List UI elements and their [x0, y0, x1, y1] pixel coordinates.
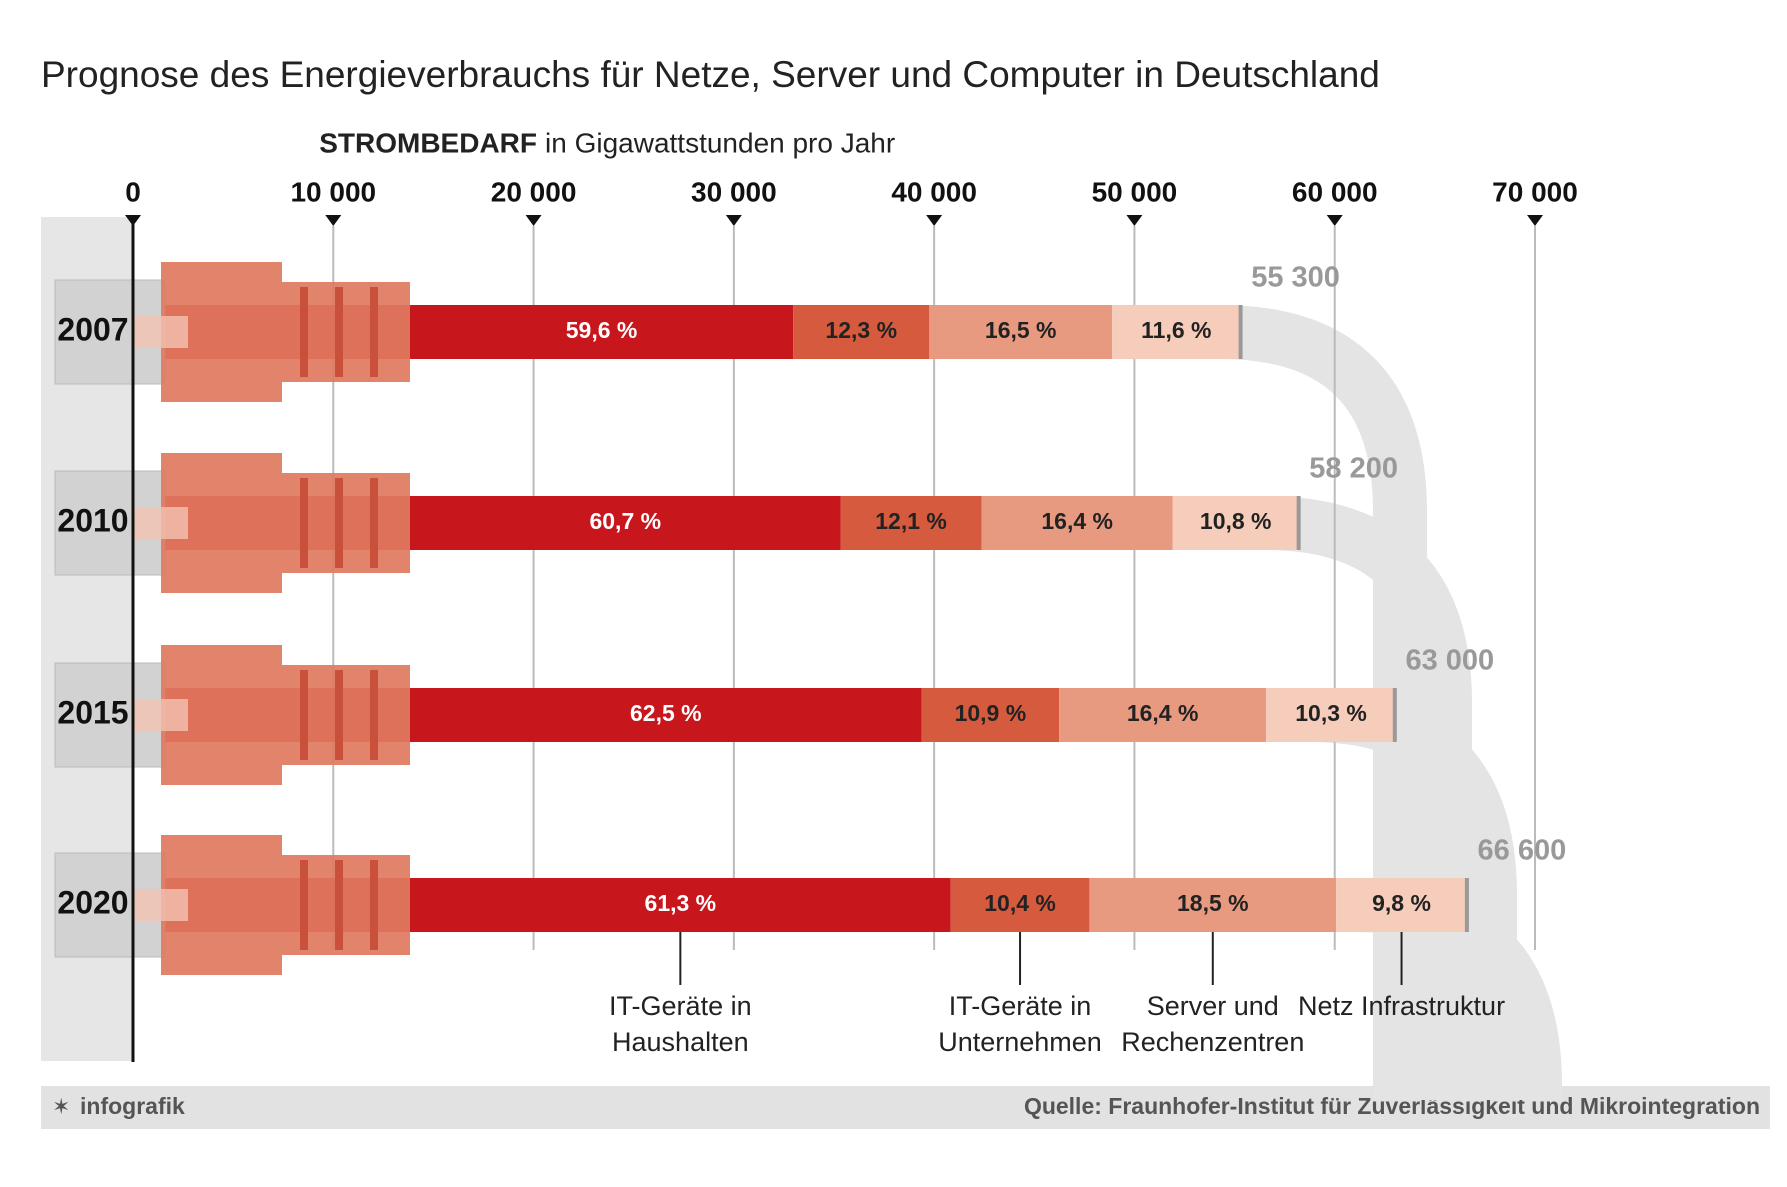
brand-icon: ✶ [52, 1094, 70, 1119]
bar-end [1392, 688, 1397, 742]
value-label: 61,3 % [645, 890, 717, 916]
year-label: 2010 [57, 502, 128, 538]
bar-segment [1089, 878, 1337, 932]
value-label: 16,4 % [1127, 700, 1199, 726]
plug-rib [335, 478, 343, 568]
value-label: 18,5 % [1177, 890, 1249, 916]
tick-mark [525, 215, 542, 226]
total-label: 63 000 [1405, 645, 1494, 677]
legend-label: Server und Rechenzentren [1121, 991, 1305, 1057]
bar-segment [1336, 878, 1467, 932]
x-tick-label: 70 000 [1492, 176, 1578, 207]
bar-segment [950, 878, 1090, 932]
value-label: 10,8 % [1200, 508, 1272, 534]
total-label: 66 600 [1478, 835, 1567, 867]
bar-end [1296, 496, 1301, 550]
chart-title: Prognose des Energieverbrauchs für Netze… [41, 54, 1380, 95]
total-label: 58 200 [1309, 453, 1398, 485]
x-tick-label: 40 000 [891, 176, 977, 207]
value-label: 9,8 % [1372, 890, 1431, 916]
value-label: 12,1 % [875, 508, 947, 534]
tick-mark [325, 215, 342, 226]
bar-segment [921, 688, 1060, 742]
brand: infografik [80, 1093, 185, 1119]
year-label: 2020 [57, 884, 128, 920]
plug-rib [300, 860, 308, 950]
plug-rib [300, 478, 308, 568]
plug-rib [370, 287, 378, 377]
year-label: 2015 [57, 694, 128, 730]
plug-rib [335, 287, 343, 377]
labels-layer: 0 10 000 20 000 30 000 40 000 50 000 60 000 70 … [57, 176, 1578, 1062]
plug-rib [335, 670, 343, 760]
axis-label: in Gigawattstunden pro Jahr [545, 127, 895, 158]
value-label: 10,4 % [984, 890, 1056, 916]
plug-rib [300, 670, 308, 760]
cable [1219, 305, 1427, 1100]
x-tick-label: 10 000 [290, 176, 376, 207]
total-label: 55 300 [1251, 262, 1340, 294]
value-label: 10,9 % [955, 700, 1027, 726]
x-tick-label: 30 000 [691, 176, 777, 207]
bar-segment [1266, 688, 1397, 742]
x-tick-label: 60 000 [1292, 176, 1378, 207]
value-label: 16,4 % [1041, 508, 1113, 534]
legend-label: Netz Infrastruktur [1298, 991, 1506, 1021]
value-label: 60,7 % [589, 508, 661, 534]
plug-rib [370, 670, 378, 760]
plugs-layer [54, 262, 410, 975]
value-label: 59,6 % [566, 317, 638, 343]
bar-segment [1172, 496, 1299, 550]
value-label: 12,3 % [825, 317, 897, 343]
tick-mark [926, 215, 943, 226]
x-tick-label: 20 000 [491, 176, 577, 207]
x-tick-label: 0 [125, 176, 141, 207]
value-label: 62,5 % [630, 700, 702, 726]
plug-inner [133, 316, 188, 348]
bar-segment [840, 496, 982, 550]
value-label: 11,6 % [1141, 317, 1211, 343]
value-label: 10,3 % [1295, 700, 1367, 726]
plug-rib [335, 860, 343, 950]
plug-inner [133, 507, 188, 539]
bar-end [1238, 305, 1243, 359]
value-label: 16,5 % [985, 317, 1057, 343]
tick-mark [725, 215, 742, 226]
bar-end [1464, 878, 1469, 932]
plug-inner [133, 889, 188, 921]
x-tick-label: 50 000 [1092, 176, 1178, 207]
bar-segment [1112, 305, 1241, 359]
tick-mark [1326, 215, 1343, 226]
legend-label: IT-Geräte in Unternehmen [938, 991, 1102, 1057]
axis-label-bold: STROMBEDARF [319, 127, 537, 158]
year-label: 2007 [57, 311, 128, 347]
plug-rib [370, 478, 378, 568]
plug-rib [370, 860, 378, 950]
plug-rib [300, 287, 308, 377]
bar-segment [793, 305, 930, 359]
legend-label: IT-Geräte in Haushalten [609, 991, 752, 1057]
tick-mark [1527, 215, 1543, 226]
bar-segment [981, 496, 1173, 550]
bar-segment [1059, 688, 1267, 742]
tick-mark [1126, 215, 1143, 226]
plug-inner [133, 699, 188, 731]
bar-segment [929, 305, 1113, 359]
